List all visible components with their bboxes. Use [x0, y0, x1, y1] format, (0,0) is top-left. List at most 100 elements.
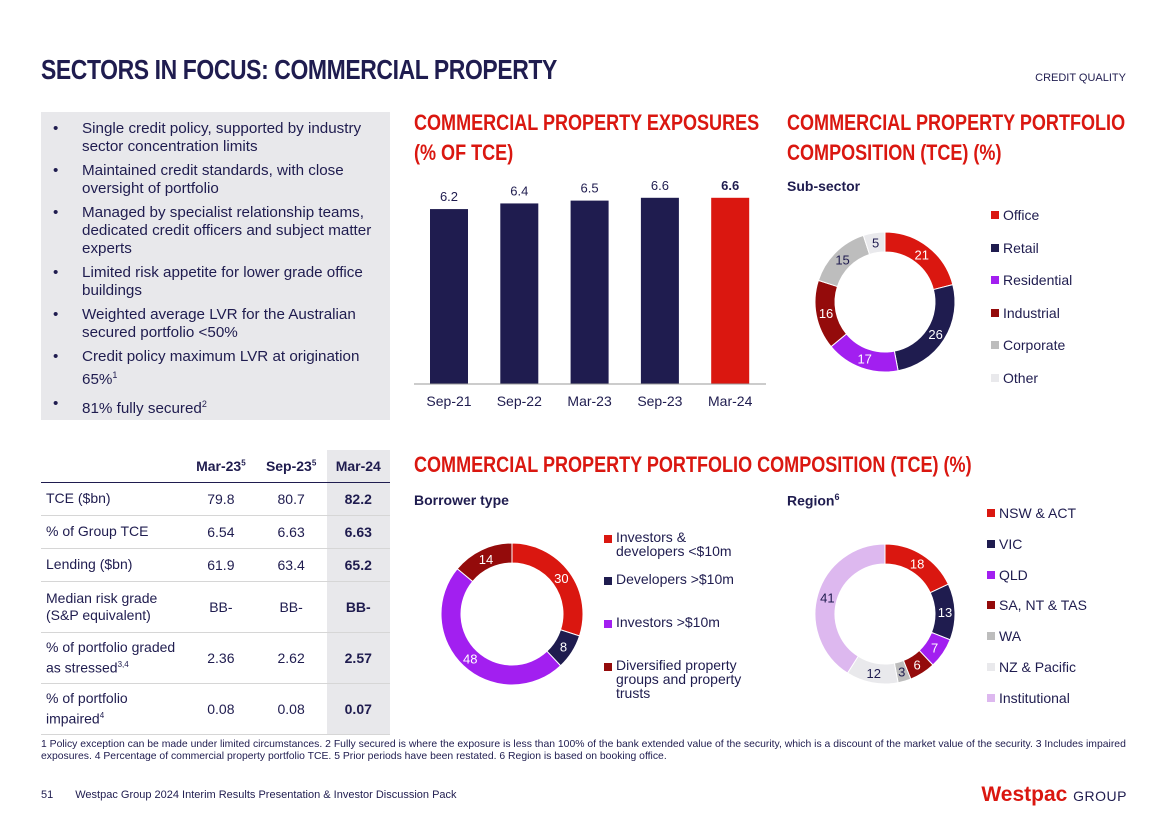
key-point: Weighted average LVR for the Australian … — [53, 306, 380, 342]
legend-label-line: Investors >$10m — [616, 614, 720, 630]
page-footer: 51 Westpac Group 2024 Interim Results Pre… — [41, 789, 457, 801]
table-cell: 0.08 — [255, 683, 327, 735]
legend-item: Diversified property groups and property t… — [604, 658, 741, 700]
slice-value-label: 5 — [872, 236, 879, 251]
table-row-label: TCE ($bn) — [41, 482, 186, 516]
table-cell: 61.9 — [186, 548, 256, 582]
slice-value-label: 18 — [910, 556, 924, 571]
legend-swatch — [987, 601, 995, 610]
table-header: Sep-235 — [255, 450, 327, 483]
legend-item: NZ & Pacific — [987, 658, 1076, 676]
page-title: SECTORS IN FOCUS: COMMERCIAL PROPERTY — [41, 54, 557, 85]
legend-label-line: groups and property — [616, 671, 742, 687]
logo-group-text: GROUP — [1073, 788, 1127, 804]
slice-value-label: 15 — [835, 253, 849, 268]
region-legend: NSW & ACT VIC QLD SA, NT & TAS WA NZ & Pacifi… — [987, 504, 1137, 714]
table-cell: BB- — [186, 581, 256, 633]
composition-heading: COMMERCIAL PROPERTY PORTFOLIO COMPOSITIO… — [414, 452, 972, 477]
key-point: Limited risk appetite for lower grade of… — [53, 264, 380, 300]
legend-label-line: Institutional — [999, 689, 1070, 706]
legend-swatch — [991, 211, 999, 219]
donut-slice — [440, 568, 562, 686]
bar-value-label: 6.4 — [510, 183, 528, 198]
slice-value-label: 17 — [857, 351, 871, 366]
footnotes: 1 Policy exception can be made under lim… — [41, 739, 1126, 762]
exposures-heading-line2: (% OF TCE) — [414, 140, 514, 165]
key-point-text: Weighted average LVR for the Australian … — [82, 306, 356, 341]
row-label-text: TCE ($bn) — [46, 490, 111, 506]
subsector-legend: Office Retail Residential Industrial Corpora… — [991, 206, 1131, 396]
table-cell: 2.36 — [186, 632, 256, 684]
donut-slice — [893, 283, 956, 372]
legend-swatch — [987, 570, 995, 579]
slice-value-label: 3 — [898, 665, 905, 680]
table-row-label: Median risk grade (S&P equivalent) — [41, 581, 186, 633]
legend-item: VIC — [987, 535, 1022, 553]
legend-label: Investors & developers <$10m — [616, 530, 732, 558]
category-tick-label: Mar-23 — [567, 393, 612, 409]
legend-label: Office — [1003, 206, 1039, 224]
category-tick-label: Sep-21 — [426, 393, 471, 409]
legend-swatch — [604, 663, 612, 671]
table-corner — [41, 450, 186, 483]
table-row: % of portfolio impaired4 0.08 0.08 0.07 — [41, 683, 390, 735]
slice-value-label: 48 — [463, 651, 477, 666]
legend-swatch — [991, 243, 999, 252]
subsector-subtitle: Sub-sector — [787, 178, 861, 194]
key-point: 81% fully secured2 — [53, 395, 380, 418]
key-point-text: Maintained credit standards, with close … — [82, 162, 344, 197]
subsector-heading-line2: COMPOSITION (TCE) (%) — [787, 140, 1002, 165]
key-point-text: Managed by specialist relationship teams… — [82, 204, 372, 257]
legend-label: SA, NT & TAS — [999, 596, 1087, 614]
region-donut-chart: 18 13 763 12 41 — [814, 543, 956, 685]
bar-value-label: 6.6 — [651, 180, 669, 193]
key-point-text: Single credit policy, supported by indus… — [82, 120, 362, 155]
legend-label: Developers >$10m — [616, 572, 734, 586]
key-point: Single credit policy, supported by indus… — [53, 120, 380, 156]
legend-label: WA — [999, 627, 1021, 645]
table-cell: 6.63 — [255, 515, 327, 549]
bar-value-label: 6.2 — [440, 189, 458, 204]
table-cell: 0.08 — [186, 683, 256, 735]
bar — [570, 200, 609, 384]
donut-slice — [456, 542, 513, 583]
borrower-legend: Investors & developers <$10m Developers >$… — [604, 530, 774, 710]
table-header: Mar-235 — [186, 450, 256, 483]
row-label-text: Median risk grade (S&P equivalent) — [46, 589, 158, 623]
legend-item: SA, NT & TAS — [987, 596, 1087, 614]
legend-label: VIC — [999, 535, 1022, 553]
legend-swatch — [987, 663, 995, 671]
bar — [640, 197, 679, 384]
legend-label-line: Investors & — [616, 529, 687, 545]
table-header-label: Sep-23 — [265, 457, 312, 474]
table-cell: 82.2 — [326, 482, 390, 516]
table-cell: 6.63 — [326, 515, 390, 549]
legend-swatch — [987, 693, 995, 702]
row-label-note: 4 — [99, 710, 105, 720]
table-cell: 0.07 — [326, 683, 390, 735]
table-header-label: Mar-24 — [335, 457, 381, 474]
slice-value-label: 7 — [931, 641, 938, 656]
legend-swatch — [987, 632, 995, 641]
legend-label-line: QLD — [999, 566, 1028, 583]
legend-label: Other — [1003, 369, 1038, 387]
bar — [430, 209, 468, 384]
slice-value-label: 13 — [938, 605, 952, 620]
slice-value-label: 8 — [560, 640, 567, 655]
slice-value-label: 6 — [914, 658, 921, 673]
table-header-note: 5 — [241, 458, 246, 468]
table-cell: 80.7 — [255, 482, 327, 516]
legend-label-line: Developers >$10m — [616, 571, 734, 587]
legend-label: NZ & Pacific — [999, 658, 1076, 676]
table-row-label: % of portfolio graded as stressed3,4 — [41, 632, 186, 684]
exposures-heading-line1: COMMERCIAL PROPERTY EXPOSURES — [414, 110, 760, 135]
legend-item: Other — [991, 369, 1038, 387]
legend-item: WA — [987, 627, 1021, 645]
legend-label-line: VIC — [999, 535, 1023, 552]
row-label-text: % of portfolio impaired — [46, 689, 128, 727]
key-point-text: Credit policy maximum LVR at origination… — [82, 348, 360, 389]
region-subtitle-note: 6 — [834, 492, 840, 502]
legend-item: Investors >$10m — [604, 615, 720, 631]
table-cell: 6.54 — [186, 515, 256, 549]
legend-item: Investors & developers <$10m — [604, 530, 732, 558]
